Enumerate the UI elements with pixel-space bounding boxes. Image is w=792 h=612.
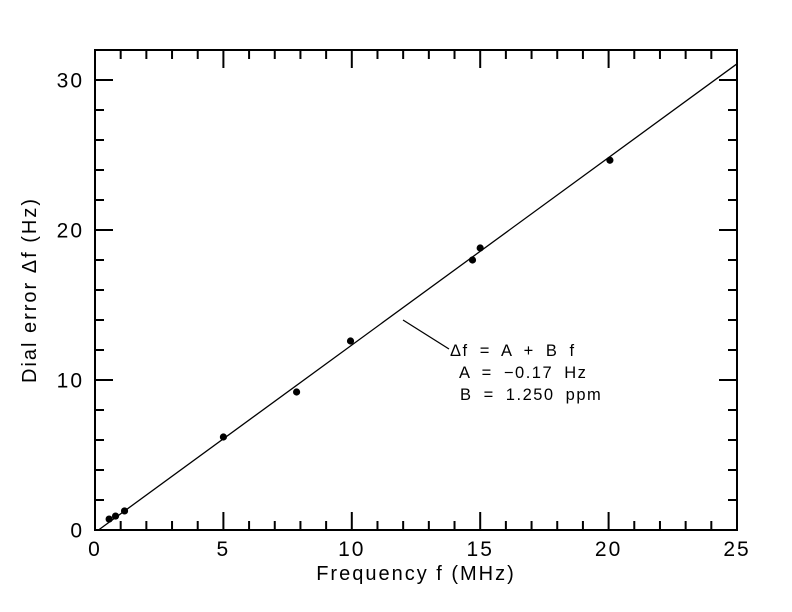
x-tick-label: 20 xyxy=(595,538,622,561)
data-point xyxy=(120,507,129,515)
chart-generated-content: 0 5 10 15 20 25 0 10 20 30 xyxy=(57,50,750,561)
data-point xyxy=(111,512,120,520)
data-point xyxy=(346,337,355,345)
plot-frame xyxy=(94,49,738,531)
x-tick-label: 5 xyxy=(217,538,231,561)
y-tick-label: 0 xyxy=(70,520,84,543)
y-tick-label: 30 xyxy=(57,70,84,93)
fit-slope-line: B = 1.250 ppm xyxy=(460,386,602,404)
fit-equation-line: Δf = A + B f xyxy=(450,342,576,360)
x-axis-label: Frequency f (MHz) xyxy=(316,563,516,585)
y-tick-label: 20 xyxy=(57,220,84,243)
x-tick-label: 0 xyxy=(88,538,102,561)
data-point xyxy=(219,433,227,441)
data-point xyxy=(292,388,301,396)
data-point xyxy=(476,244,484,252)
fit-intercept-line: A = −0.17 Hz xyxy=(459,364,587,382)
fit-line xyxy=(98,63,738,531)
data-point xyxy=(468,256,477,264)
y-tick-label: 10 xyxy=(57,370,84,393)
x-tick-label: 15 xyxy=(467,538,494,561)
x-tick-label: 10 xyxy=(338,538,365,561)
y-axis-label: Dial error Δf (Hz) xyxy=(19,197,41,383)
data-point xyxy=(105,515,113,523)
annotation-leader-line xyxy=(402,319,450,350)
x-tick-label: 25 xyxy=(723,538,750,561)
data-point xyxy=(606,156,614,164)
